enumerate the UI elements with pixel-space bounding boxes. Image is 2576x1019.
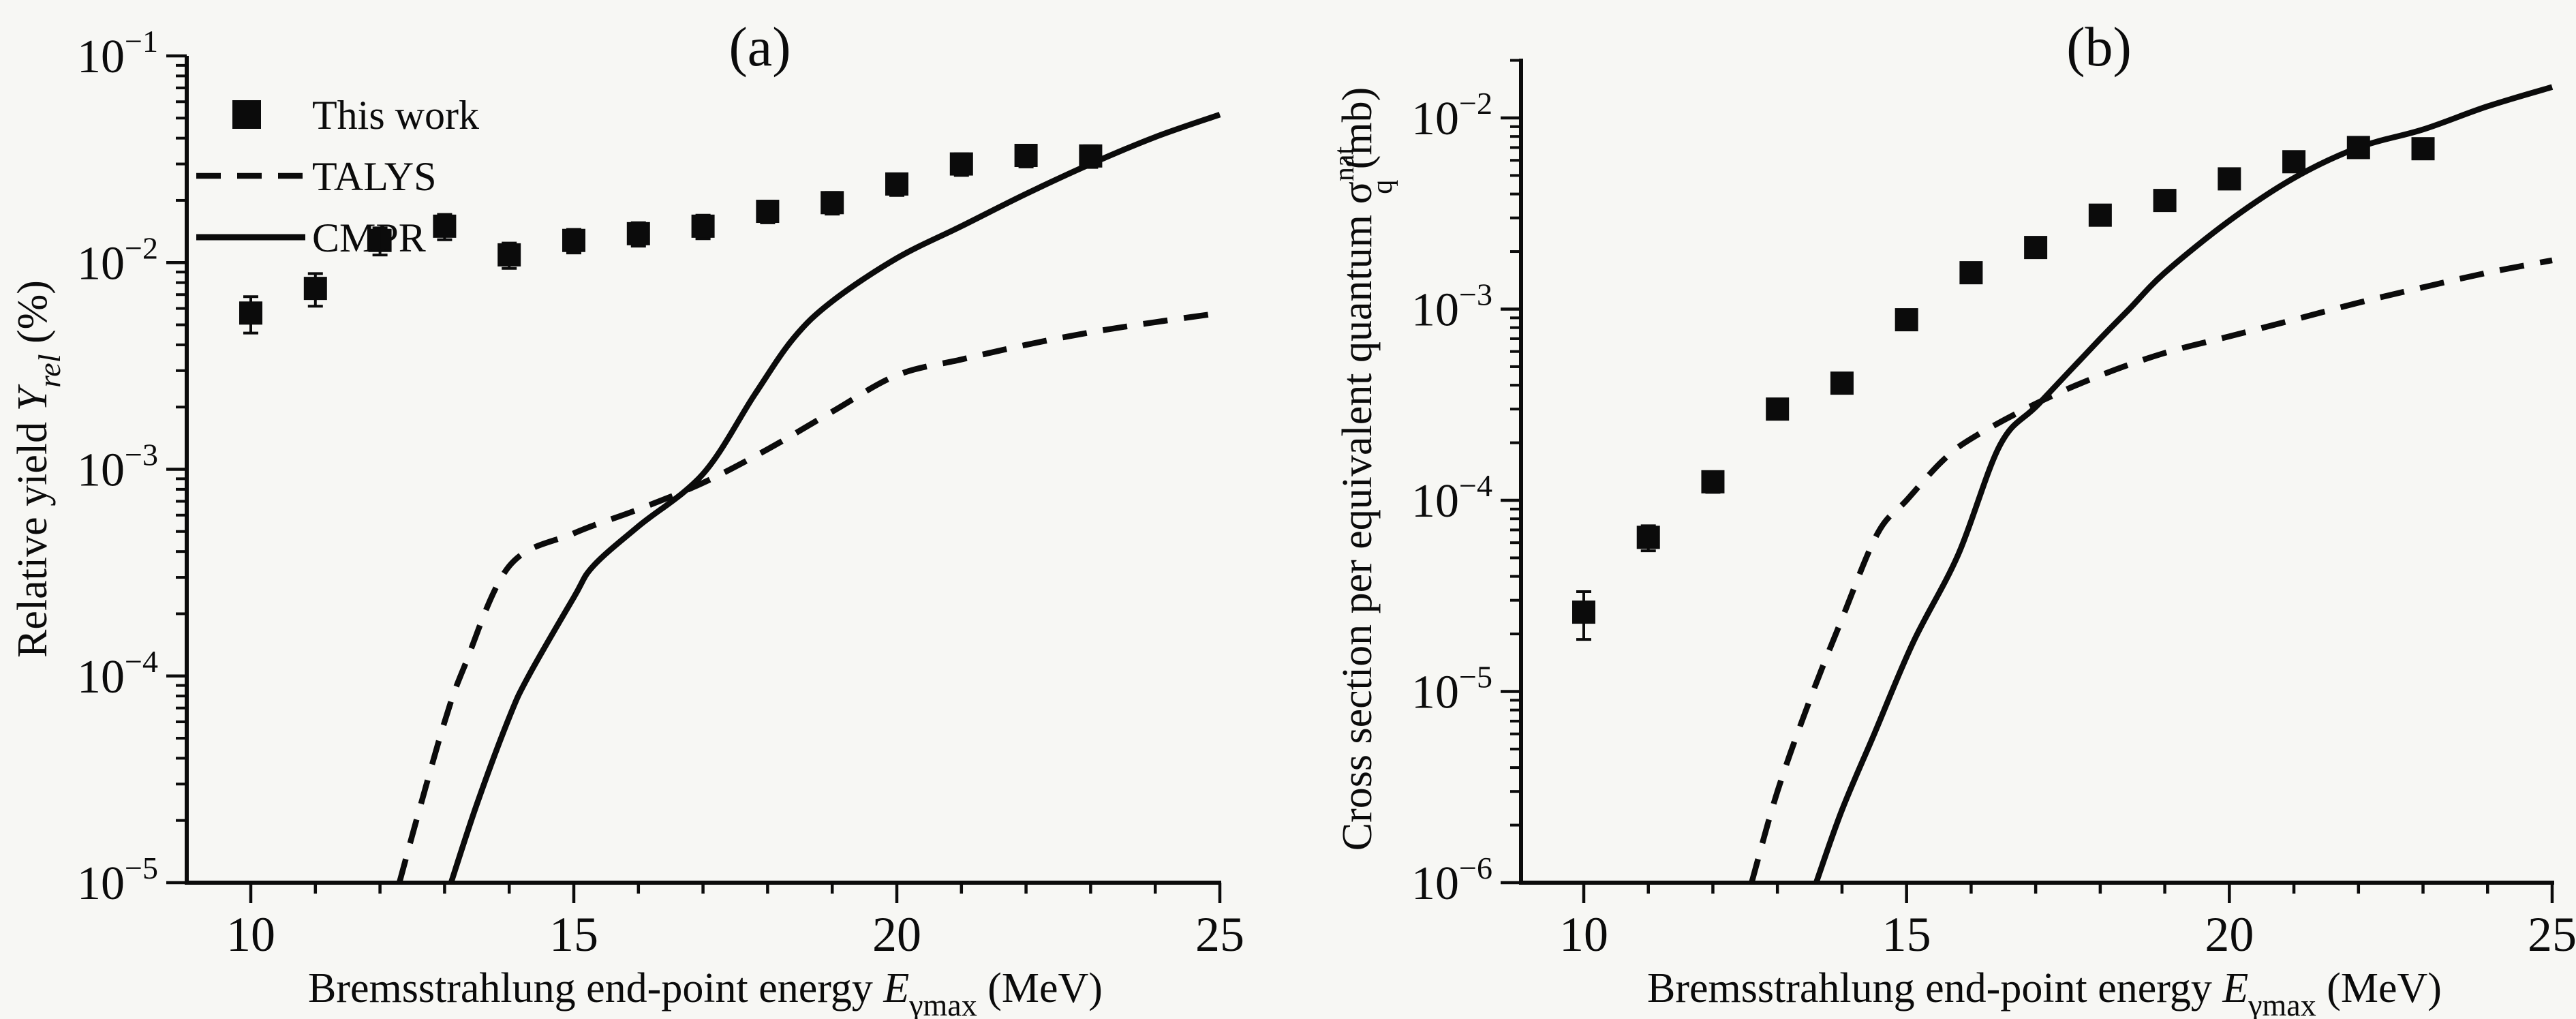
y-tick-label: 10−2	[1411, 86, 1492, 145]
data-point-square	[2218, 167, 2241, 191]
y-axis-label: Cross section per equivalent quantum σna…	[1329, 87, 1398, 851]
x-axis-label: Bremsstrahlung end-point energy Eγmax (M…	[308, 965, 1103, 1019]
data-point-square	[626, 222, 650, 245]
data-point-square	[821, 191, 844, 215]
axes-b: 10 15 20 25 10−2 10−3 10−4 10−5 10−6	[1411, 59, 2576, 962]
data-point-square	[1079, 144, 1103, 168]
data-point-square	[433, 214, 457, 238]
x-axis-label: Bremsstrahlung end-point energy Eγmax (M…	[1647, 965, 2442, 1019]
y-tick-label: 10−4	[77, 644, 158, 703]
x-tick-label: 10	[1559, 907, 1608, 962]
data-point-square	[1959, 261, 1983, 285]
y-tick-label: 10−5	[77, 851, 158, 910]
series-cmpr-line	[448, 112, 1221, 883]
curves-a	[396, 112, 1221, 883]
data-point-square	[239, 301, 262, 325]
y-tick-label: 10−5	[1411, 660, 1492, 719]
series-this-work-points	[1572, 136, 2435, 641]
data-point-square	[691, 214, 715, 238]
y-axis-label: Relative yield Yrel (%)	[10, 280, 67, 658]
y-tick-label: 10−4	[1411, 468, 1492, 528]
y-tick-label: 10−2	[77, 230, 158, 290]
data-point-square	[1572, 600, 1595, 624]
data-point-square	[1830, 371, 1854, 395]
legend-label: CMPR	[312, 215, 426, 260]
panel-b: 10 15 20 25 10−2 10−3 10−4 10−5 10−6 Bremsstrahlu…	[1329, 59, 2576, 1019]
data-point-square	[2153, 189, 2177, 213]
series-talys-line	[1749, 257, 2553, 883]
data-point-square	[1636, 526, 1660, 549]
x-tick-label: 10	[226, 907, 275, 962]
x-tick-label: 20	[872, 907, 921, 962]
data-point-square	[2088, 203, 2112, 227]
data-point-square	[2346, 136, 2370, 159]
data-point-square	[2282, 150, 2306, 174]
series-cmpr-line	[1813, 84, 2554, 883]
x-tick-label: 15	[1882, 907, 1931, 962]
data-point-square	[1014, 144, 1038, 168]
x-tick-label: 25	[2528, 907, 2576, 962]
x-tick-label: 25	[1195, 907, 1244, 962]
data-point-square	[1895, 308, 1918, 332]
data-point-square	[756, 200, 780, 224]
data-point-square	[885, 172, 908, 196]
panel-a: 10 15 20 25 10−1 10−2 10−3 10−4 10−5 Bremsstrahlu…	[10, 24, 1244, 1019]
x-tick-label: 20	[2205, 907, 2254, 962]
panel-b-title: (b)	[2066, 16, 2132, 78]
data-point-square	[2411, 137, 2435, 161]
x-tick-label: 15	[549, 907, 598, 962]
data-point-square	[562, 228, 585, 252]
axes-a: 10 15 20 25 10−1 10−2 10−3 10−4 10−5	[77, 24, 1244, 962]
data-point-square	[949, 152, 973, 176]
legend-label: This work	[312, 93, 479, 138]
y-tick-label: 10−3	[77, 438, 158, 497]
y-tick-label: 10−1	[77, 24, 158, 83]
data-point-square	[1766, 397, 1790, 421]
data-point-square	[2024, 236, 2048, 260]
panel-a-title: (a)	[729, 16, 791, 78]
y-tick-label: 10−6	[1411, 851, 1492, 910]
data-point-square	[1701, 470, 1725, 493]
data-point-square	[303, 277, 327, 301]
series-this-work-points	[239, 144, 1103, 335]
legend-label: TALYS	[312, 154, 437, 199]
data-point-square	[368, 228, 392, 252]
legend: This work TALYS CMPR	[196, 93, 479, 260]
data-point-square	[497, 243, 521, 267]
curves-b	[1749, 84, 2554, 883]
series-talys-line	[396, 310, 1221, 883]
y-tick-label: 10−3	[1411, 277, 1492, 337]
legend-marker-square	[232, 100, 261, 129]
